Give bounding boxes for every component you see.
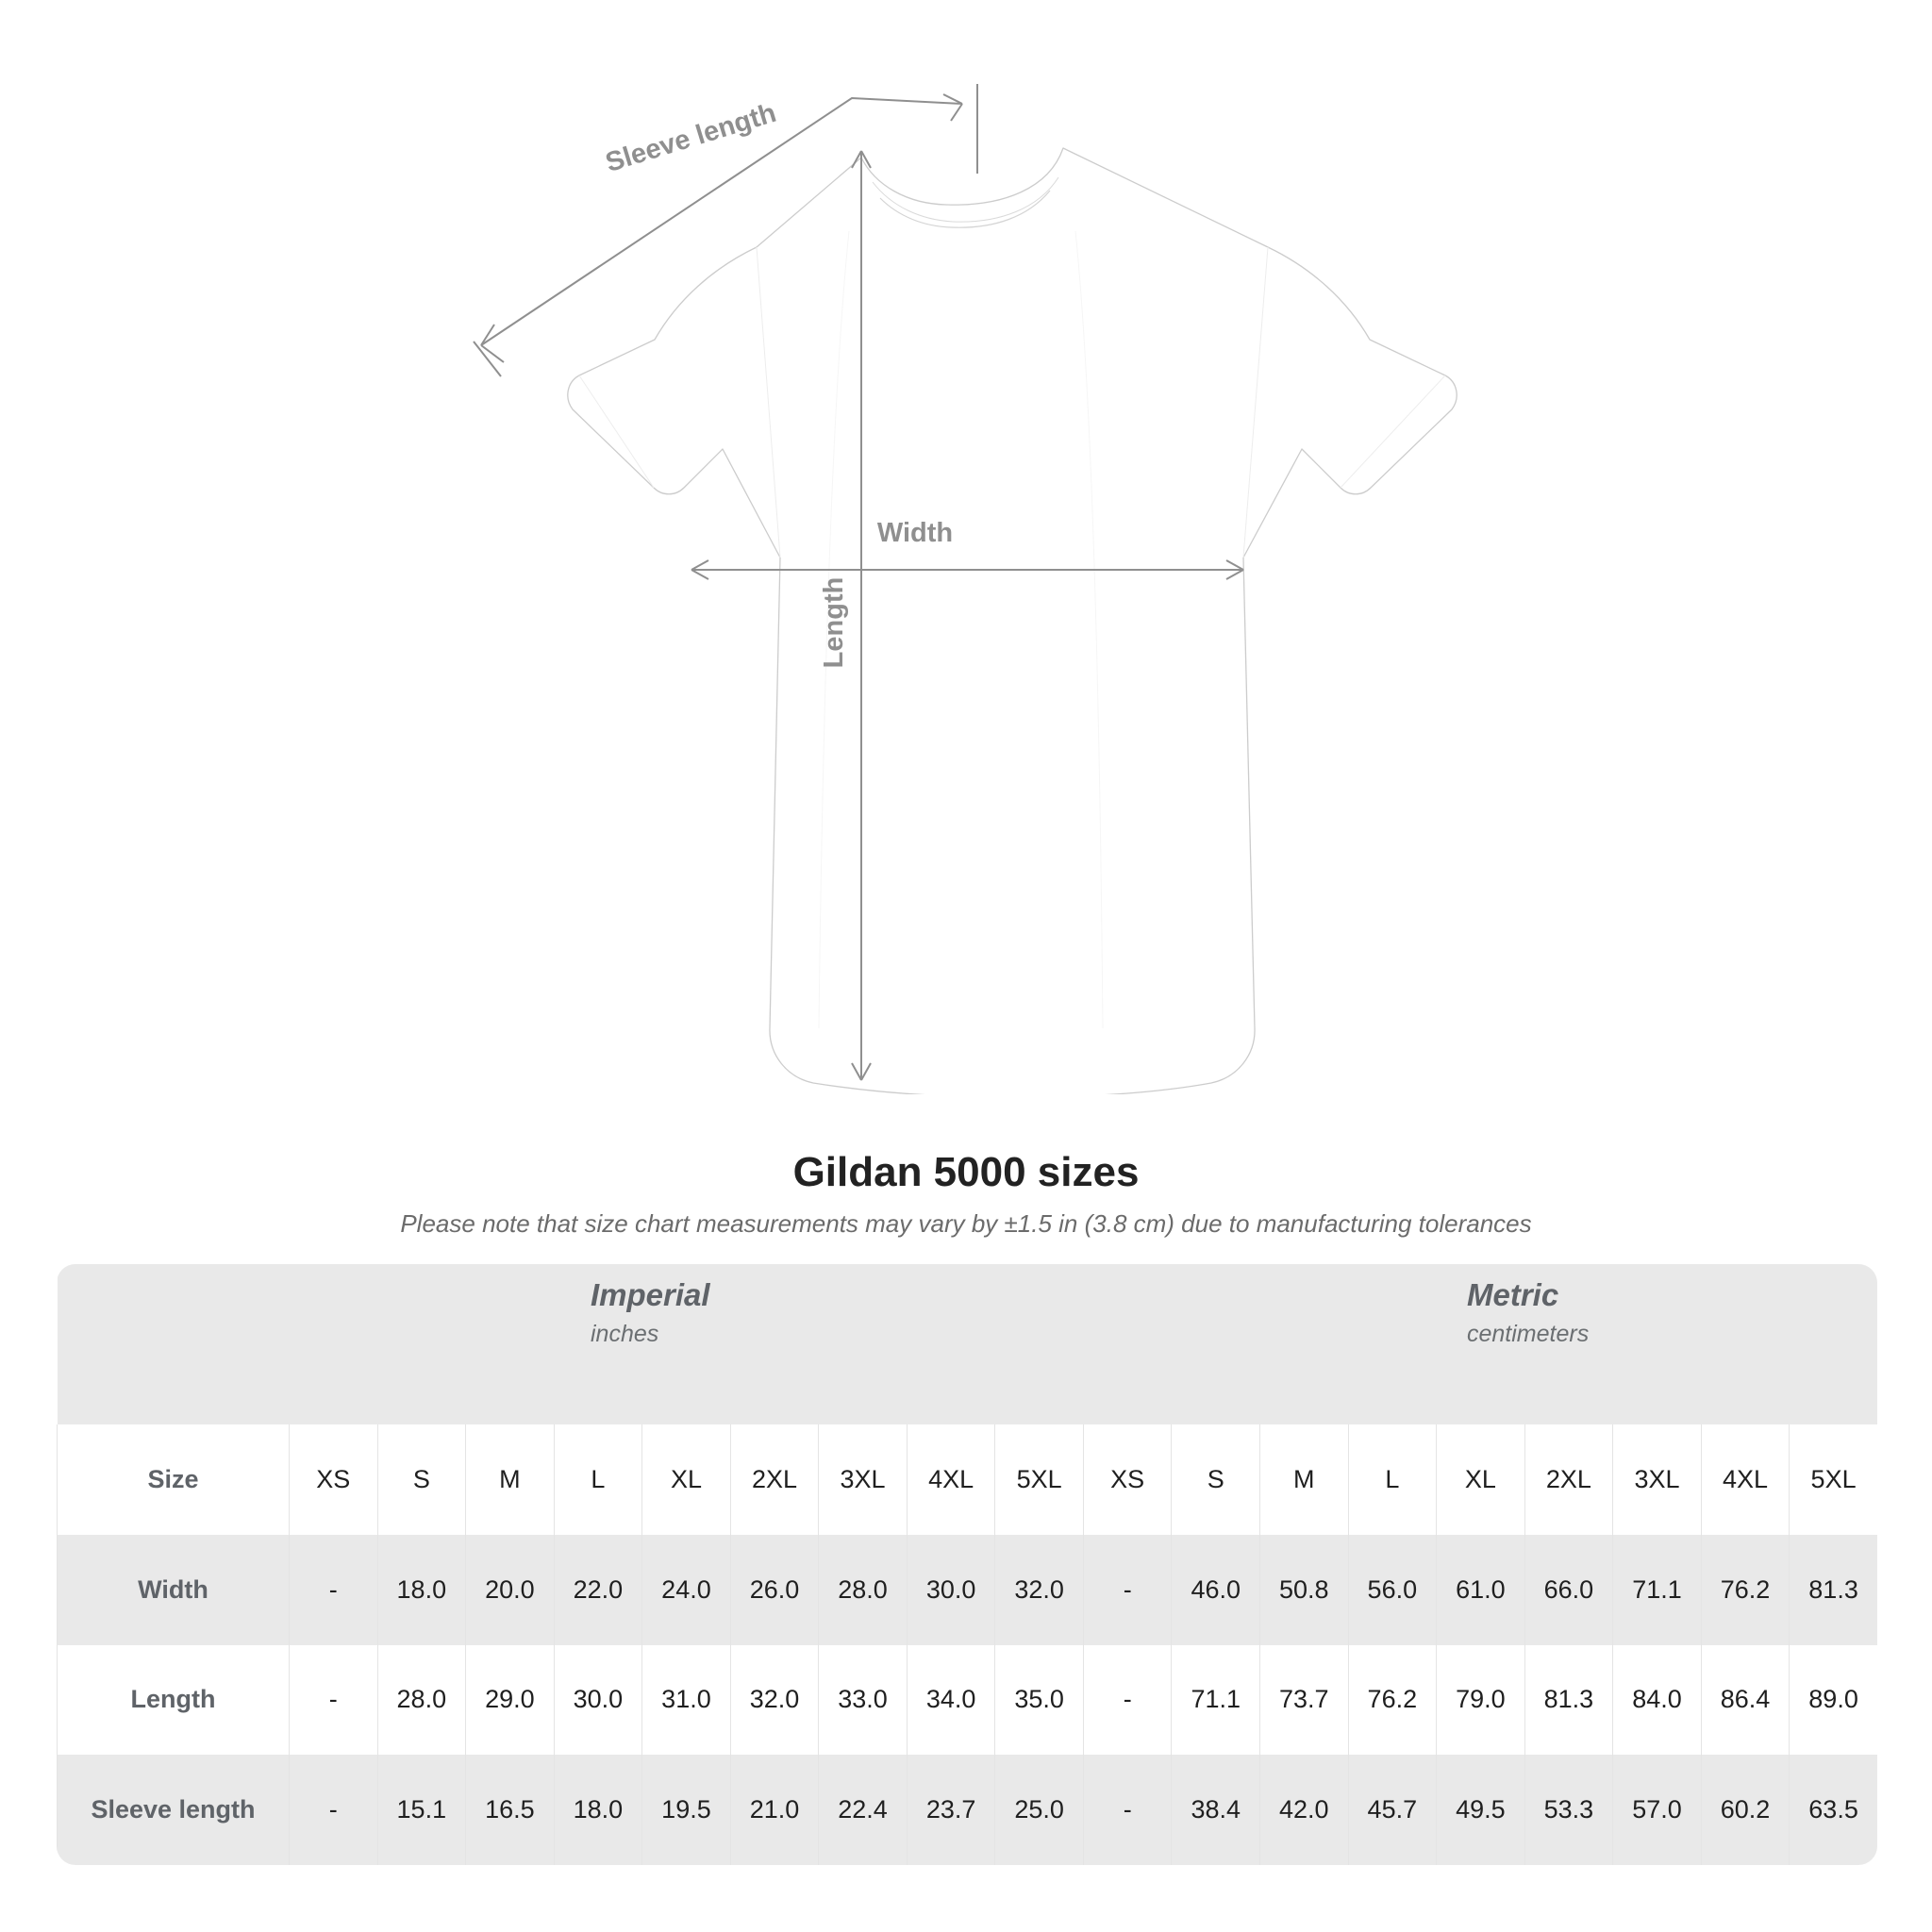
svg-text:Width: Width <box>877 518 953 548</box>
svg-text:Length: Length <box>819 577 849 669</box>
svg-text:Sleeve length: Sleeve length <box>602 98 779 178</box>
